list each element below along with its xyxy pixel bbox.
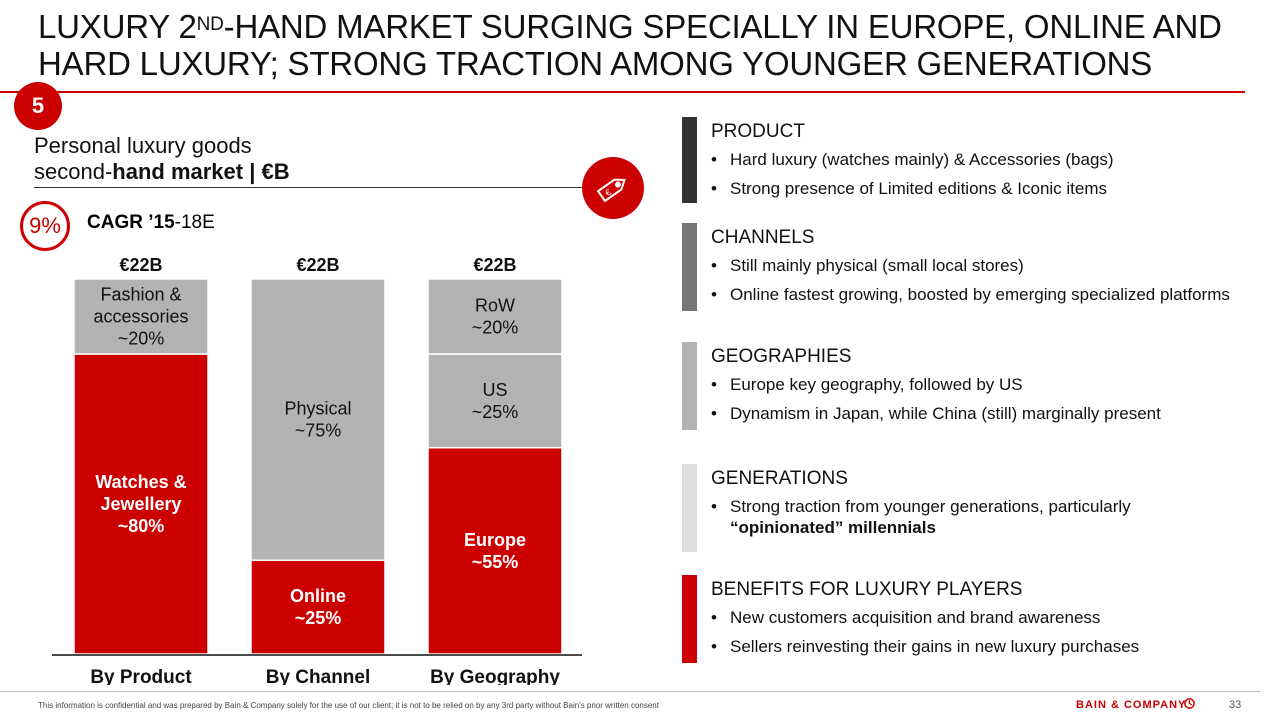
subtitle-divider xyxy=(34,187,592,188)
section-bullet: • Strong traction from younger generation… xyxy=(711,497,1131,537)
page-number: 33 xyxy=(1229,699,1242,711)
section-bullet: • Still mainly physical (small local stor… xyxy=(711,256,1024,275)
segment-label-europe: Europe ~55% xyxy=(464,530,526,572)
segment-label-row: RoW ~20% xyxy=(472,296,519,338)
footer-divider xyxy=(0,691,1260,692)
slide-title: LUXURY 2ND-HAND MARKET SURGING SPECIALLY… xyxy=(38,8,1258,82)
title-superscript: ND xyxy=(196,14,224,35)
section-color-bar xyxy=(682,464,697,552)
segment-label-online: Online ~25% xyxy=(290,586,346,628)
segment-label-us: US ~25% xyxy=(472,380,519,422)
slide-number-badge: 5 xyxy=(14,82,62,130)
section-bullet: • Strong presence of Limited editions & I… xyxy=(711,179,1108,198)
section-color-bar xyxy=(682,342,697,430)
cagr-value-circle: 9% xyxy=(20,201,70,251)
bar-total-label: €22B xyxy=(119,255,162,275)
bar-segment-online xyxy=(250,559,386,655)
bar-segment-us xyxy=(427,353,563,449)
section-bullet: • Hard luxury (watches mainly) & Accessor… xyxy=(711,150,1114,169)
segment-label-watches-jewellery: Watches & Jewellery ~80% xyxy=(95,472,186,536)
section-title: CHANNELS xyxy=(711,227,815,248)
section-color-bar xyxy=(682,575,697,663)
section-title: BENEFITS FOR LUXURY PLAYERS xyxy=(711,579,1023,600)
bar-total-label: €22B xyxy=(473,255,516,275)
brand-logo-icon xyxy=(1184,698,1195,709)
category-label: By Geography xyxy=(430,667,560,685)
bar-segment-fashion-accessories xyxy=(73,278,209,355)
bar-segment-row xyxy=(427,278,563,355)
category-label: By Product xyxy=(90,667,192,685)
brand-name: BAIN & COMPANY xyxy=(1076,699,1187,711)
confidentiality-note: This information is confidential and was… xyxy=(38,701,659,710)
section-title: GENERATIONS xyxy=(711,468,848,489)
section-title: GEOGRAPHIES xyxy=(711,346,852,367)
cagr-label: CAGR ’15-18E xyxy=(87,212,215,233)
bar-total-label: €22B xyxy=(296,255,339,275)
svg-text:€: € xyxy=(603,187,613,198)
price-tag-icon: € xyxy=(582,157,644,219)
section-bullet: • Europe key geography, followed by US xyxy=(711,375,1023,394)
section-color-bar xyxy=(682,117,697,203)
section-color-bar xyxy=(682,223,697,311)
category-label: By Channel xyxy=(266,667,371,685)
section-bullet: • Dynamism in Japan, while China (still) … xyxy=(711,404,1161,423)
section-bullet: • New customers acquisition and brand awa… xyxy=(711,608,1101,627)
bar-segment-physical xyxy=(250,278,386,561)
section-title: PRODUCT xyxy=(711,121,805,142)
subtitle-line2: second-hand market | €B xyxy=(34,159,290,184)
segment-label-physical: Physical ~75% xyxy=(284,399,351,441)
title-divider xyxy=(0,91,1245,93)
section-bullet: • Online fastest growing, boosted by emer… xyxy=(711,285,1230,304)
stacked-bar-chart: Watches & Jewellery ~80% Fashion & accessori… xyxy=(52,255,582,685)
segment-label-fashion-accessories: Fashion & accessories ~20% xyxy=(93,285,188,349)
title-part2: -HAND MARKET SURGING SPECIALLY IN EUROPE… xyxy=(38,8,1222,82)
section-bullet: • Sellers reinvesting their gains in new … xyxy=(711,637,1140,656)
chart-subtitle: Personal luxury goods second-hand market… xyxy=(34,133,290,185)
bar-segment-europe xyxy=(427,447,563,655)
subtitle-line1: Personal luxury goods xyxy=(34,133,252,158)
title-part1: LUXURY 2 xyxy=(38,8,197,45)
